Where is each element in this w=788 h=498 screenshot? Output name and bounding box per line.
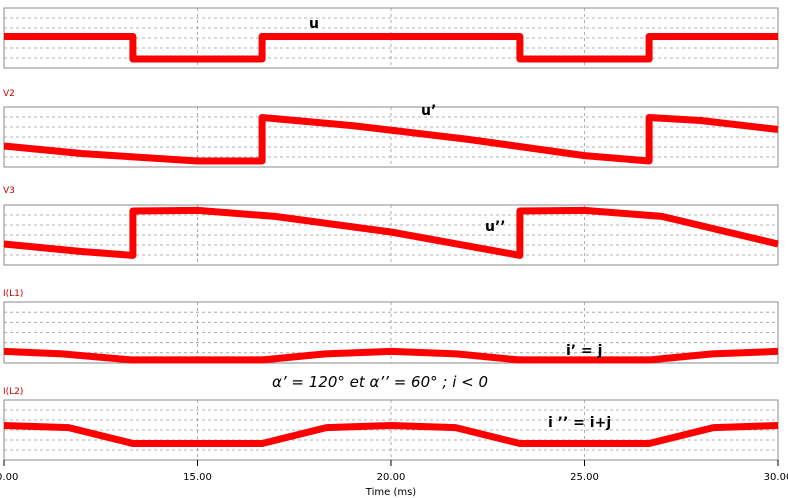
x-axis-label: Time (ms) <box>365 487 417 498</box>
trace-annotation: i’ = j <box>566 343 602 359</box>
plot-caption: α’ = 120° et α’’ = 60° ; i < 0 <box>272 373 488 391</box>
x-tick-label: 20.00 <box>377 472 406 483</box>
panel-frame <box>3 204 779 266</box>
series-line-3-1 <box>3 206 779 259</box>
panel-frame <box>3 301 779 364</box>
panel-frame <box>3 106 779 168</box>
x-tick-label: 10.00 <box>0 472 18 483</box>
panel-axis-label: V2 <box>3 89 15 99</box>
panel-3: V3 u’’ <box>3 186 779 266</box>
x-tick-label: 25.00 <box>570 472 599 483</box>
x-tick-label: 30.00 <box>764 472 788 483</box>
panel-axis-label: V3 <box>3 186 15 196</box>
series-line-2-1 <box>3 114 779 165</box>
x-tick-label: 15.00 <box>183 472 212 483</box>
series-line-5-1 <box>3 422 779 447</box>
panel-4: I(L1) i’ = j <box>3 289 779 364</box>
panel-1: u <box>3 7 779 69</box>
panel-axis-label: I(L1) <box>3 289 23 299</box>
trace-annotation: i ’’ = i+j <box>548 415 611 431</box>
trace-annotation: u’’ <box>485 219 506 235</box>
panel-5: I(L2) i ’’ = i+j <box>3 387 779 461</box>
trace-annotation: u’ <box>421 103 436 119</box>
trace-annotation: u <box>309 16 319 32</box>
panel-2: V2 u’ <box>3 89 779 168</box>
series-line-4-1 <box>3 347 779 364</box>
panel-axis-label: I(L2) <box>3 387 23 397</box>
